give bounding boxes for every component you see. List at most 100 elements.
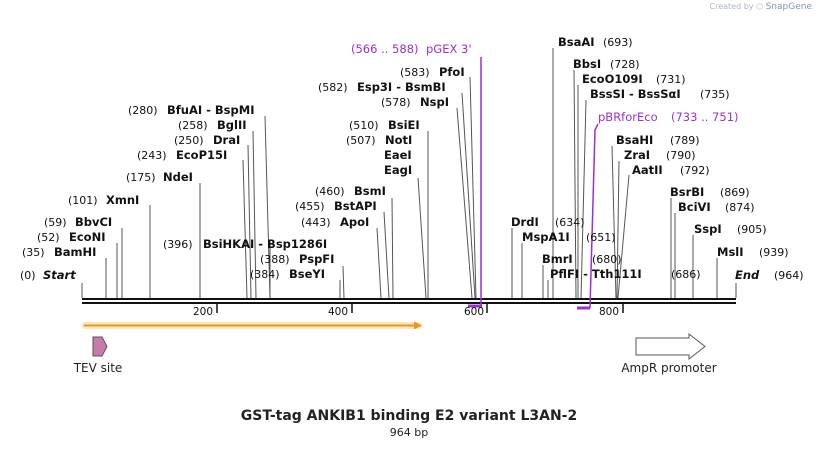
- enzyme-ecoo109i[interactable]: EcoO109I: [582, 72, 643, 86]
- enzyme-pfoi[interactable]: PfoI: [439, 65, 465, 79]
- pos-bsiei: (510): [349, 119, 379, 132]
- enzyme-eagi[interactable]: EagI: [384, 163, 412, 177]
- pos-ecop15i: (243): [137, 149, 167, 162]
- cut-line-bsmi: [391, 197, 394, 299]
- snapgene-watermark: Created by ⬡ SnapGene: [710, 2, 813, 12]
- pos-noti: (507): [346, 134, 376, 147]
- end-label: End: [735, 268, 760, 282]
- cut-line-esp3i: [461, 92, 476, 299]
- cut-line-pspfi: [342, 265, 345, 299]
- enzyme-ecop15i[interactable]: EcoP15I: [176, 148, 227, 162]
- enzyme-bsmi[interactable]: BsmI: [354, 184, 386, 198]
- pos-msli: (939): [759, 246, 789, 259]
- enzyme-bbvci[interactable]: BbvCI: [75, 215, 112, 229]
- pos-bglii: (258): [178, 119, 208, 132]
- map-length: 964 bp: [389, 426, 429, 439]
- pos-ndei: (175): [126, 171, 156, 184]
- pos-bstapi: (455): [295, 200, 325, 213]
- pos-drdi: (634): [555, 216, 585, 229]
- enzyme-mspa1i[interactable]: MspA1I: [522, 230, 570, 244]
- enzyme-bglii[interactable]: BglII: [217, 118, 247, 132]
- pos-bcivi: (874): [725, 201, 755, 214]
- enzyme-bstapi[interactable]: BstAPI: [334, 199, 377, 213]
- enzyme-msli[interactable]: MslI: [717, 245, 744, 259]
- enzyme-bbsi[interactable]: BbsI: [573, 57, 601, 71]
- tev-site-arrow-icon: [92, 336, 108, 357]
- tick-label-400: 400: [328, 306, 348, 318]
- pos-pflfi: (686): [671, 268, 701, 281]
- enzyme-pflfi-tth111i[interactable]: PflFI - Tth111I: [550, 267, 642, 281]
- enzyme-bmri[interactable]: BmrI: [542, 252, 573, 266]
- enzyme-eaei[interactable]: EaeI: [384, 148, 412, 162]
- pos-apoi: (443): [301, 216, 331, 229]
- enzyme-bseyi[interactable]: BseYI: [289, 267, 325, 281]
- enzyme-esp3i-bsmbi[interactable]: Esp3I - BsmBI: [357, 80, 446, 94]
- primer-pbrforeco[interactable]: pBRforEco (733 .. 751): [577, 110, 739, 310]
- pos-ecoo109i: (731): [656, 73, 686, 86]
- cut-line-noti: [417, 177, 427, 299]
- pos-bsaai: (693): [603, 36, 633, 49]
- pos-zrai: (790): [666, 149, 696, 162]
- pos-bsahi: (789): [670, 134, 700, 147]
- primer-pbrforeco-range: (733 .. 751): [671, 110, 739, 124]
- pos-bbvci: (59): [44, 216, 67, 229]
- ampr-promoter-label: AmpR promoter: [621, 361, 716, 375]
- pos-xmni: (101): [68, 194, 98, 207]
- pos-bsrbi: (869): [720, 186, 750, 199]
- enzyme-drai[interactable]: DraI: [213, 133, 240, 147]
- primer-pbrforeco-line: [589, 123, 599, 309]
- orf-head: [414, 321, 422, 330]
- tick-label-200: 200: [193, 306, 213, 318]
- enzyme-zrai[interactable]: ZraI: [624, 148, 650, 162]
- end-pos: (964): [774, 269, 804, 282]
- cut-site-lines: [81, 48, 737, 299]
- enzyme-bfuai-bspmi[interactable]: BfuAI - BspMI: [167, 103, 254, 117]
- enzyme-sspi[interactable]: SspI: [694, 222, 722, 236]
- pos-pfoi: (583): [400, 66, 430, 79]
- enzyme-aatii[interactable]: AatII: [632, 163, 663, 177]
- enzyme-bsssi-bsssai[interactable]: BssSI - BssSαI: [590, 87, 681, 101]
- cut-line-bsssi: [580, 99, 587, 299]
- pos-nspi: (578): [381, 96, 411, 109]
- cut-line-drai: [247, 144, 252, 299]
- pos-bfuai: (280): [128, 104, 158, 117]
- enzyme-bsahi[interactable]: BsaHI: [616, 133, 653, 147]
- enzyme-bsiei[interactable]: BsiEI: [388, 118, 420, 132]
- cut-line-bsahi: [611, 145, 617, 299]
- enzyme-nspi[interactable]: NspI: [420, 95, 449, 109]
- pos-drai: (250): [174, 134, 204, 147]
- start-pos: (0): [20, 269, 36, 282]
- enzyme-bamhi[interactable]: BamHI: [54, 245, 96, 259]
- feature-tev-site[interactable]: TEV site: [73, 336, 123, 375]
- pos-sspi: (905): [737, 223, 767, 236]
- pos-pspfi: (388): [260, 253, 290, 266]
- primer-pgex3[interactable]: (566 .. 588) pGEX 3': [351, 42, 482, 308]
- cut-line-aatii: [617, 174, 630, 299]
- start-label: Start: [43, 268, 76, 282]
- enzyme-ndei[interactable]: NdeI: [163, 170, 193, 184]
- enzyme-pspfi[interactable]: PspFI: [299, 252, 334, 266]
- cut-line-apoi: [376, 227, 382, 299]
- pos-bmri: (680): [592, 253, 622, 266]
- pos-bamhi: (35): [22, 246, 45, 259]
- enzyme-noti[interactable]: NotI: [385, 133, 412, 147]
- pos-bseyi: (384): [250, 268, 280, 281]
- cut-line-bfuai: [264, 115, 271, 299]
- enzyme-xmni[interactable]: XmnI: [106, 193, 139, 207]
- enzyme-bcivi[interactable]: BciVI: [678, 200, 711, 214]
- enzyme-bsaai[interactable]: BsaAI: [558, 35, 595, 49]
- pos-mspa1i: (651): [586, 231, 616, 244]
- enzyme-drdi[interactable]: DrdI: [511, 215, 539, 229]
- orf-arrow[interactable]: [82, 321, 422, 330]
- tick-label-600: 600: [464, 306, 484, 318]
- enzyme-apoi[interactable]: ApoI: [340, 215, 369, 229]
- enzyme-bsrbi[interactable]: BsrBI: [670, 185, 704, 199]
- ampr-promoter-arrow-icon: [635, 332, 706, 361]
- enzyme-bsihkai-bsp1286i[interactable]: BsiHKAI - Bsp1286I: [203, 237, 327, 251]
- cut-line-pfoi: [469, 76, 477, 299]
- enzyme-econi[interactable]: EcoNI: [69, 230, 105, 244]
- cut-line-bstapi: [383, 211, 390, 299]
- pos-aatii: (792): [680, 164, 710, 177]
- feature-ampr-promoter[interactable]: AmpR promoter: [621, 332, 717, 375]
